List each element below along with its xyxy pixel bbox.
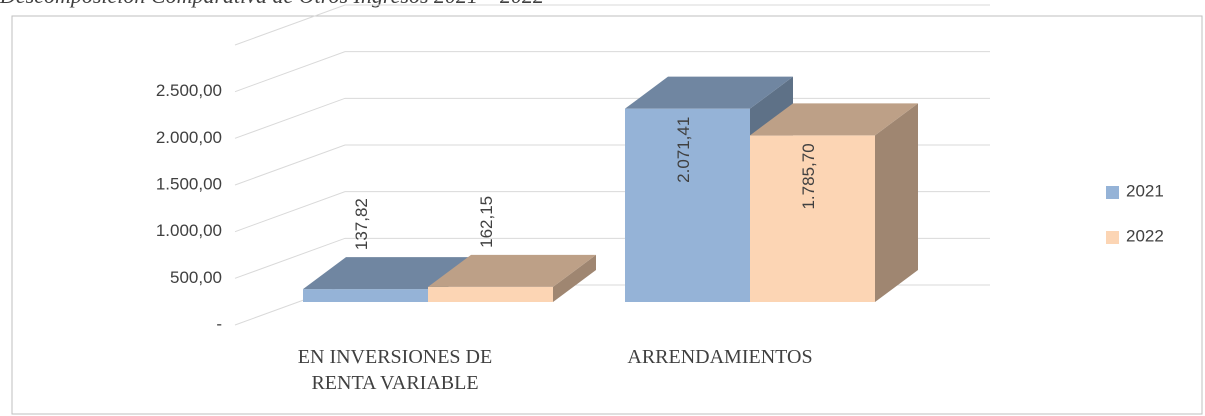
data-label: 1.785,70 [799,143,818,209]
y-tick-label: 500,00 [170,268,222,287]
grid-line [234,51,990,93]
title-band [0,0,1205,15]
grid-line [234,4,990,46]
y-tick-label: 2.000,00 [156,128,222,147]
legend-swatch [1106,231,1119,244]
chart-border [11,15,1203,415]
y-tick-label: 2.500,00 [156,81,222,100]
legend-label: 2022 [1126,226,1164,245]
bar [750,103,918,303]
bar-top [303,257,471,290]
legend-swatch [1106,186,1119,199]
x-tick-line: RENTA VARIABLE [311,372,478,394]
bar-side [553,254,596,302]
bar [428,254,596,302]
bar-front [625,108,750,303]
y-tick-label: 1.500,00 [156,174,222,193]
bar-front [303,289,428,302]
data-label: 137,82 [352,198,371,250]
x-tick-line: ARRENDAMIENTOS [627,346,812,368]
y-tick-label: 1.000,00 [156,221,222,240]
data-label: 162,15 [477,196,496,248]
bar-top [750,103,918,136]
x-tick-label: EN INVERSIONES DE RENTA VARIABLE [298,346,492,394]
y-tick-label: - [216,314,222,333]
bar-top [428,254,596,287]
bar-top [625,76,793,109]
bar-front [750,135,875,302]
bar-front [428,286,553,302]
x-tick-line: EN INVERSIONES DE [298,346,492,368]
legend-label: 2021 [1126,181,1164,200]
bar-side [875,103,918,303]
chart-title: Descomposición Comparativa de Otros Ingr… [0,0,544,8]
x-tick-label: ARRENDAMIENTOS [627,346,812,368]
data-label: 2.071,41 [674,117,693,183]
